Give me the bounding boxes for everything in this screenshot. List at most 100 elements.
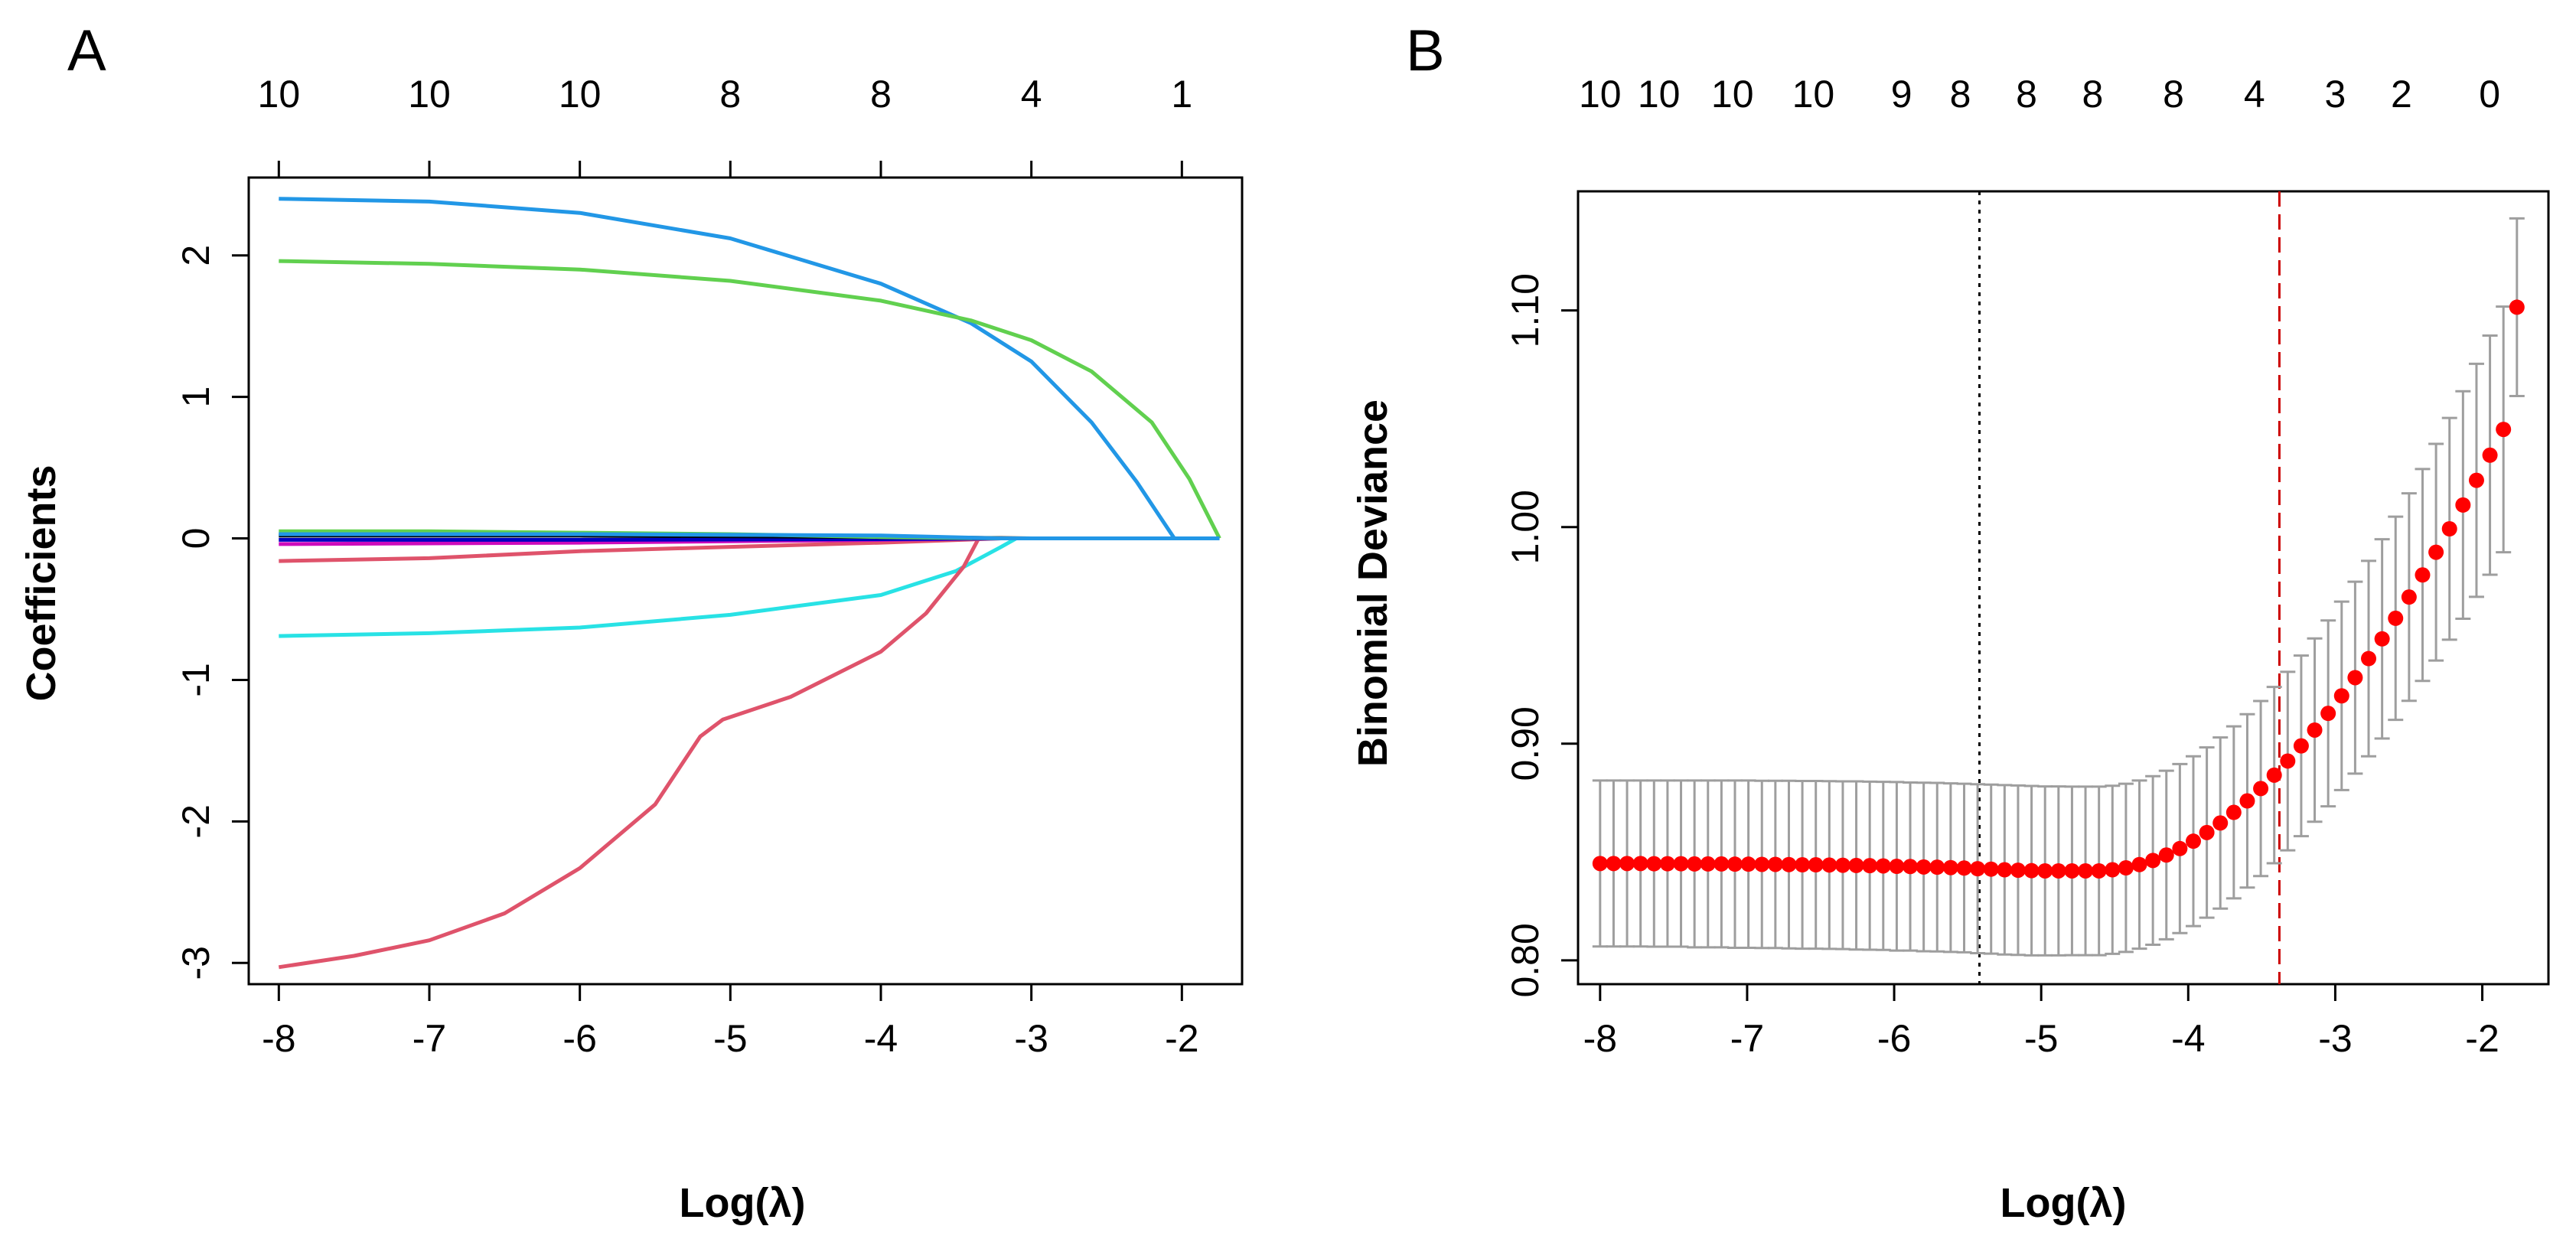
deviance-point — [2225, 804, 2242, 820]
deviance-point — [2320, 706, 2336, 722]
deviance-point — [1795, 857, 1811, 873]
deviance-point — [1700, 856, 1716, 872]
x-axis-b: -8 -7 -6 -5 -4 -3 -2 — [1583, 984, 2499, 1060]
deviance-point — [1687, 856, 1703, 872]
deviance-point — [2333, 688, 2349, 704]
deviance-point — [1983, 861, 1999, 877]
x-tick-label: -4 — [2171, 1017, 2205, 1060]
deviance-point — [2131, 856, 2147, 872]
deviance-point — [1956, 860, 1972, 876]
x-axis-title-a: Log(λ) — [680, 1180, 806, 1226]
deviance-point — [2388, 610, 2404, 626]
top-tick-label: 10 — [1711, 73, 1754, 116]
deviance-point — [2158, 847, 2174, 863]
top-tick-label: 10 — [559, 73, 602, 116]
coefficient-line-1 — [279, 197, 1220, 540]
deviance-point — [1781, 856, 1797, 872]
x-axis-title-b: Log(λ) — [2000, 1180, 2127, 1226]
deviance-point — [1889, 859, 1905, 875]
deviance-point — [2253, 781, 2269, 797]
deviance-point — [2307, 722, 2323, 738]
deviance-point — [1875, 858, 1891, 874]
deviance-point — [1997, 862, 2013, 878]
deviance-point — [2037, 862, 2053, 879]
deviance-point — [1646, 856, 1662, 872]
deviance-point — [1916, 859, 1932, 875]
error-bars — [1592, 217, 2525, 957]
deviance-point — [2509, 299, 2525, 315]
deviance-point — [2212, 815, 2229, 831]
x-tick-label: -7 — [1730, 1017, 1764, 1060]
y-tick-label: 2 — [174, 245, 217, 266]
y-axis-b: 0.80 0.90 1.00 1.10 — [1504, 273, 1578, 998]
deviance-point — [1942, 859, 1958, 875]
deviance-point — [2441, 521, 2457, 537]
deviance-point — [2145, 853, 2161, 869]
deviance-point — [1714, 856, 1730, 872]
deviance-point — [2455, 497, 2471, 513]
x-tick-label: -2 — [1165, 1017, 1198, 1060]
top-axis-b: 10 10 10 10 9 8 8 8 8 4 3 2 0 — [1579, 73, 2500, 116]
x-tick-label: -6 — [562, 1017, 596, 1060]
deviance-point — [2496, 422, 2512, 438]
lambda-reference-lines — [1978, 191, 2281, 984]
y-tick-label: 0.80 — [1504, 923, 1547, 997]
deviance-point — [1862, 858, 1878, 874]
y-tick-label: -3 — [174, 946, 217, 980]
panel-a: A -8 -7 -6 -5 -4 -3 -2 -3 -2 -1 0 1 2 10 10 10 8 8 4 1 Lo… — [18, 18, 1244, 1226]
deviance-point — [1808, 857, 1824, 873]
top-tick-label: 8 — [719, 73, 741, 116]
deviance-point — [1659, 856, 1675, 872]
plot-frame-a — [247, 176, 1244, 986]
deviance-point — [2401, 589, 2417, 605]
deviance-point — [1673, 856, 1689, 872]
deviance-point — [2118, 859, 2134, 875]
top-tick-label: 8 — [2163, 73, 2184, 116]
deviance-point — [2266, 767, 2282, 783]
top-tick-label: 8 — [2016, 73, 2037, 116]
deviance-point — [2293, 738, 2309, 754]
y-tick-label: 0 — [174, 528, 217, 549]
x-tick-label: -8 — [1583, 1017, 1617, 1060]
deviance-point — [2105, 862, 2121, 878]
x-tick-label: -5 — [713, 1017, 747, 1060]
panel-label-a: A — [67, 18, 106, 83]
top-tick-label: 4 — [2244, 73, 2265, 116]
y-axis-title-b: Binomial Deviance — [1350, 399, 1396, 767]
deviance-point — [1740, 856, 1756, 872]
deviance-point — [2361, 650, 2377, 667]
top-tick-label: 10 — [1579, 73, 1622, 116]
deviance-point — [1970, 861, 1986, 877]
deviance-point — [2428, 544, 2444, 560]
x-tick-label: -6 — [1877, 1017, 1911, 1060]
y-tick-label: -1 — [174, 663, 217, 696]
top-tick-label: 8 — [870, 73, 892, 116]
top-axis-a: 10 10 10 8 8 4 1 — [258, 73, 1192, 178]
x-tick-label: -8 — [262, 1017, 295, 1060]
x-tick-label: -2 — [2465, 1017, 2499, 1060]
top-tick-label: 10 — [1638, 73, 1681, 116]
top-tick-label: 0 — [2479, 73, 2500, 116]
y-tick-label: 1.10 — [1504, 273, 1547, 347]
deviance-point — [1632, 856, 1648, 872]
panel-b: B -8 -7 -6 -5 -4 -3 -2 0.80 0.90 1.00 1.10 10 10 10… — [1350, 18, 2550, 1226]
deviance-point — [2050, 862, 2066, 879]
top-tick-label: 8 — [2082, 73, 2104, 116]
top-tick-label: 1 — [1171, 73, 1192, 116]
deviance-point — [1727, 856, 1743, 872]
y-tick-label: 0.90 — [1504, 706, 1547, 781]
x-tick-label: -3 — [2318, 1017, 2352, 1060]
top-tick-label: 10 — [408, 73, 451, 116]
deviance-point — [2064, 862, 2080, 879]
deviance-point — [2091, 862, 2107, 879]
deviance-point — [2374, 631, 2390, 647]
deviance-point — [2185, 833, 2201, 849]
top-tick-label: 2 — [2391, 73, 2412, 116]
deviance-point — [2199, 824, 2215, 840]
top-tick-label: 3 — [2325, 73, 2346, 116]
deviance-point — [1754, 856, 1770, 872]
deviance-points — [1592, 299, 2525, 879]
deviance-point — [1767, 856, 1783, 872]
top-tick-label: 8 — [1950, 73, 1971, 116]
coefficient-line-4 — [278, 536, 1220, 970]
